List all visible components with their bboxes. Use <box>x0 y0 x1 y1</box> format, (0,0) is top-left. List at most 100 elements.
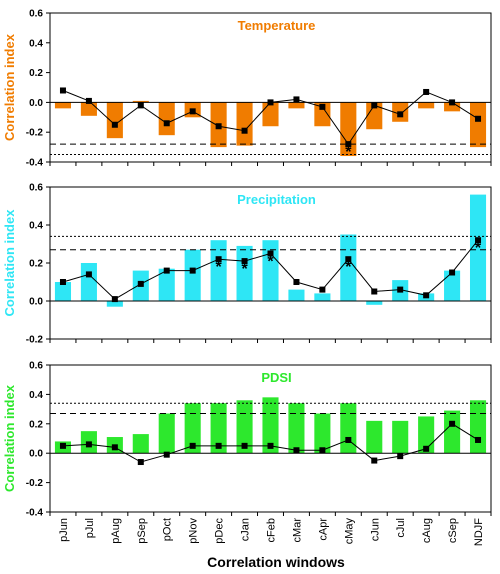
bar-NDJF <box>469 400 487 454</box>
point-pAug <box>111 121 118 128</box>
x-tick-label: cJul <box>395 518 407 538</box>
point-cAug <box>423 88 430 95</box>
bar-cMay <box>340 234 357 301</box>
y-tick-label: 0.6 <box>29 9 43 20</box>
significance-marker: * <box>216 259 223 276</box>
bar-cFeb <box>262 240 279 301</box>
y-tick-label: -0.4 <box>26 158 44 169</box>
y-axis-title: Correlation index <box>2 33 17 141</box>
x-tick-label: cJan <box>240 518 252 541</box>
bar-cFeb <box>262 397 279 454</box>
y-tick-label: 0.4 <box>29 390 43 401</box>
bar-pDec <box>210 240 227 301</box>
point-pJun <box>59 279 66 285</box>
y-tick-label: 0.6 <box>29 183 43 194</box>
point-cMar <box>293 447 300 454</box>
significance-marker: * <box>345 144 352 161</box>
point-pJul <box>85 97 92 104</box>
point-pJun <box>59 442 66 449</box>
y-tick-label: -0.2 <box>26 335 44 346</box>
point-cJul <box>397 111 404 118</box>
x-tick-label: pOct <box>162 518 174 541</box>
point-cJun <box>371 457 378 464</box>
point-cApr <box>319 103 326 110</box>
point-cJan <box>241 258 248 265</box>
bar-cApr <box>314 102 331 127</box>
point-pJul <box>85 441 92 448</box>
bar-NDJF <box>469 102 487 148</box>
y-tick-label: 0.2 <box>29 259 43 270</box>
x-tick-label: NDJF <box>473 518 485 546</box>
bar-pAug <box>106 102 123 139</box>
x-axis-title: Correlation windows <box>207 554 345 570</box>
x-tick-label: cJun <box>369 518 381 541</box>
x-tick-label: pDec <box>214 518 226 544</box>
x-tick-label: cAug <box>421 518 433 543</box>
point-cJul <box>397 286 404 293</box>
x-tick-label: pJul <box>84 518 96 538</box>
bar-cMar <box>288 102 305 109</box>
bar-pAug <box>106 301 123 307</box>
panel-1: * * * * * 0.6 0.4 0.2 0.0 -0.2 Correlation index Pr… <box>2 183 492 346</box>
chart-panels: * 0.6 0.4 0.2 0.0 -0.2 -0.4 Correlation index Te… <box>2 9 492 519</box>
bar-pOct <box>158 268 175 301</box>
x-tick-label: cApr <box>317 518 329 541</box>
point-cMar <box>293 279 300 285</box>
point-pOct <box>163 267 170 274</box>
point-cJan <box>241 127 248 134</box>
x-tick-label: pJun <box>58 518 70 542</box>
bar-pJul <box>80 263 97 301</box>
panel-2: 0.6 0.4 0.2 0.0 -0.2 -0.4 Correlation index PDS… <box>2 361 492 519</box>
y-tick-label: 0.2 <box>29 68 43 79</box>
bar-cMay <box>340 102 357 157</box>
point-NDJF <box>475 115 482 122</box>
y-tick-label: 0.0 <box>29 449 43 460</box>
y-axis-title: Correlation index <box>2 384 17 492</box>
point-cAug <box>423 292 430 299</box>
bar-pJun <box>54 282 72 301</box>
point-cFeb <box>267 442 274 449</box>
bar-pSep <box>132 434 149 454</box>
bar-pSep <box>132 100 149 103</box>
bar-cJan <box>236 102 253 146</box>
bar-cMar <box>288 289 305 301</box>
point-cFeb <box>267 250 274 257</box>
point-cJun <box>371 102 378 109</box>
panel-title: Precipitation <box>237 192 316 207</box>
bar-pNov <box>184 403 201 454</box>
significance-marker: * <box>267 254 274 271</box>
bar-cJun <box>366 102 383 130</box>
y-tick-label: 0.0 <box>29 297 43 308</box>
y-tick-label: 0.2 <box>29 419 43 430</box>
point-cFeb <box>267 99 274 106</box>
bar-cSep <box>444 270 461 301</box>
bar-NDJF <box>469 194 487 301</box>
bar-cJun <box>366 420 383 454</box>
point-cApr <box>319 286 326 293</box>
point-pDec <box>215 256 222 263</box>
bar-cApr <box>314 293 331 301</box>
point-pSep <box>137 102 144 109</box>
bar-cAug <box>418 416 435 454</box>
y-tick-label: 0.4 <box>29 221 43 232</box>
point-cApr <box>319 447 326 454</box>
point-pSep <box>137 280 144 287</box>
point-pSep <box>137 459 144 466</box>
bar-pNov <box>184 249 201 301</box>
bar-cMar <box>288 403 305 454</box>
bar-cSep <box>444 410 461 454</box>
x-axis-tick-labels: pJun pJul pAug pSep pOct pNov pDec cJan cFeb cMar… <box>58 518 485 547</box>
point-cJul <box>397 453 404 460</box>
point-NDJF <box>475 237 482 244</box>
bar-cMay <box>340 403 357 454</box>
y-tick-label: 0.6 <box>29 361 43 372</box>
bar-pDec <box>210 403 227 454</box>
panel-0: * 0.6 0.4 0.2 0.0 -0.2 -0.4 Correlation index Te… <box>2 9 492 169</box>
x-tick-label: pSep <box>136 518 148 544</box>
point-cSep <box>449 269 456 276</box>
bar-pOct <box>158 102 175 136</box>
y-tick-label: 0.0 <box>29 98 43 109</box>
bar-cJul <box>392 420 409 454</box>
point-cJan <box>241 442 248 449</box>
